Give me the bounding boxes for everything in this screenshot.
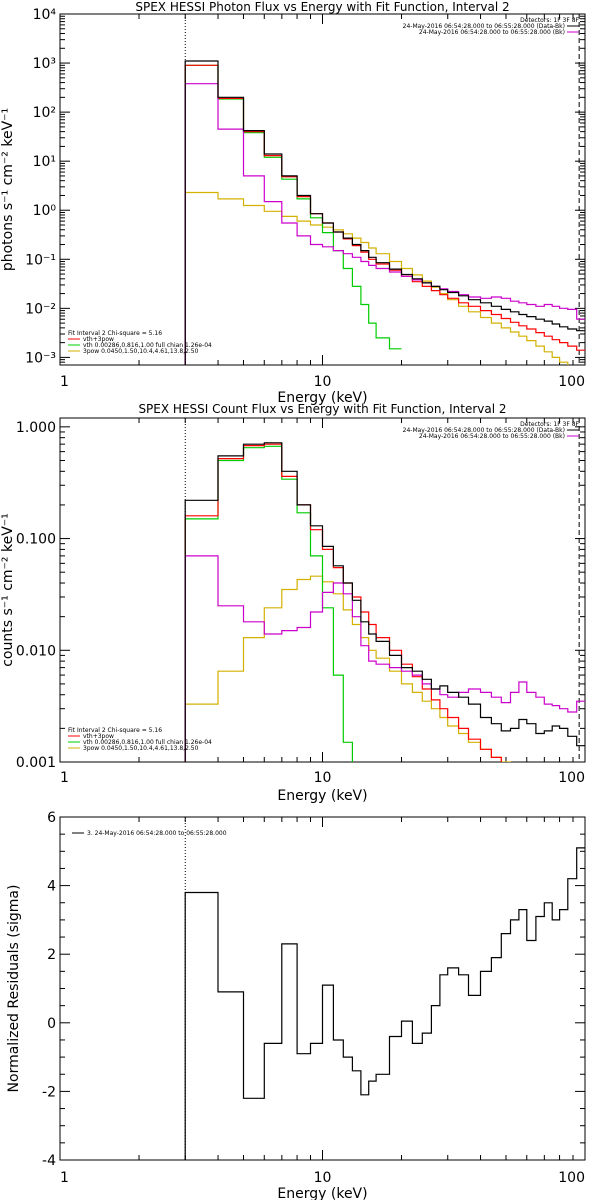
y-tick-label: 10⁻³: [25, 350, 56, 366]
y-tick-label: 10⁴: [33, 7, 57, 23]
x-axis-label: Energy (keV): [277, 1186, 367, 1200]
y-tick-marks: [60, 13, 585, 366]
plot-frame: [59, 13, 586, 366]
y-tick-marks: [60, 816, 585, 1161]
x-tick-label: 1: [60, 1170, 69, 1186]
x-tick-marks: [59, 418, 586, 762]
y-tick-label: 6: [47, 810, 56, 826]
legend-bottom-left: Fit Interval 2 Chi-square = 5.16vth+3pow…: [68, 330, 212, 355]
y-tick-label: 0: [47, 1016, 56, 1032]
legend-top-entry: 24-May-2016 06:54:28.000 to 06:55:28.000…: [419, 433, 565, 440]
y-tick-label: 10³: [33, 56, 56, 72]
y-tick-label: 0.010: [16, 643, 56, 659]
y-tick-label: -2: [42, 1084, 56, 1100]
x-tick-label: 1: [60, 374, 69, 390]
y-tick-label: 1.000: [16, 420, 56, 436]
chart-title: SPEX HESSI Photon Flux vs Energy with Fi…: [135, 0, 509, 14]
x-tick-label: 10: [314, 770, 332, 786]
series-0-line: [184, 60, 585, 365]
series-2-line: [184, 443, 502, 762]
chart-title: SPEX HESSI Count Flux vs Energy with Fit…: [138, 402, 506, 416]
x-tick-marks: [59, 817, 586, 1160]
y-tick-label: 4: [47, 879, 56, 895]
y-tick-marks: [60, 426, 585, 763]
x-tick-label: 1: [60, 770, 69, 786]
y-axis-label: Normalized Residuals (sigma): [6, 885, 22, 1093]
x-tick-label: 100: [558, 1170, 585, 1186]
chart-panel-2: 1 10 100 0.001 0.010 0.100 1.000 SPEX HESSI Cou…: [0, 402, 586, 804]
legend-bottom-entry: vth 0.00286,0.816,1.00 full chian 1.26e-…: [83, 739, 212, 746]
y-axis-label: counts s⁻¹ cm⁻² keV⁻¹: [0, 513, 16, 667]
legend-bottom-entry: 3pow 0.0450,1.50,10.4,4.61,13.8,2.50: [83, 348, 199, 355]
y-tick-label: 10⁻²: [25, 301, 56, 317]
y-tick-label: 10²: [33, 105, 56, 121]
y-tick-label: 2: [47, 947, 56, 963]
series-4-line: [184, 575, 512, 762]
y-tick-label: 0.001: [16, 755, 56, 771]
legend-bottom-entry: vth+3pow: [83, 733, 114, 740]
chart-panel-3: 1 10 100 -4 -2 0 2 4 6 Energy (keV) Normalized Res…: [6, 810, 586, 1200]
x-tick-label: 10: [314, 1170, 332, 1186]
series-4-line: [184, 191, 569, 365]
legend-bottom-entry: Fit Interval 2 Chi-square = 5.16: [68, 727, 162, 734]
series-2-line: [184, 64, 585, 365]
chart-panel-1: 1 10 100 10⁻³ 10⁻² 10⁻¹ 10⁰ 10¹ 10² 10³ 10⁴ SPEX HE…: [0, 0, 586, 406]
legend-top-left: 3. 24-May-2016 06:54:28.000 to 06:55:28.…: [72, 830, 227, 837]
legend-top-entry: 24-May-2016 06:54:28.000 to 06:55:28.000…: [403, 23, 565, 30]
series-0-line: [184, 847, 585, 1160]
series-1-line: [184, 555, 585, 762]
series-0-line: [184, 442, 585, 762]
x-tick-label: 100: [558, 374, 585, 390]
y-axis-label: photons s⁻¹ cm⁻² keV⁻¹: [0, 108, 16, 271]
legend-top-entry: 24-May-2016 06:54:28.000 to 06:55:28.000…: [403, 427, 565, 434]
legend-entry: 3. 24-May-2016 06:54:28.000 to 06:55:28.…: [87, 830, 227, 837]
y-tick-label: 10¹: [33, 154, 56, 170]
x-tick-marks: [59, 14, 586, 365]
legend-top-entry: 24-May-2016 06:54:28.000 to 06:55:28.000…: [419, 29, 565, 36]
x-tick-label: 10: [314, 374, 332, 390]
legend-top-entry: Detectors: 1F 3F 8F: [520, 17, 579, 24]
x-axis-label: Energy (keV): [277, 390, 367, 406]
y-tick-label: 10⁰: [33, 203, 57, 219]
y-tick-label: -4: [42, 1153, 56, 1169]
y-tick-label: 10⁻¹: [25, 252, 56, 268]
series-3-line: [184, 445, 353, 762]
x-axis-label: Energy (keV): [277, 788, 367, 804]
legend-bottom-entry: vth+3pow: [83, 336, 114, 343]
series-1-line: [184, 83, 585, 365]
legend-bottom-entry: vth 0.00286,0.816,1.00 full chian 1.26e-…: [83, 342, 212, 349]
legend-bottom-left: Fit Interval 2 Chi-square = 5.16vth+3pow…: [68, 727, 212, 752]
legend-top-entry: Detectors: 1F 3F 8F: [520, 421, 579, 428]
legend-bottom-entry: Fit Interval 2 Chi-square = 5.16: [68, 330, 162, 337]
legend-bottom-entry: 3pow 0.0450,1.50,10.4,4.61,13.8,2.50: [83, 745, 199, 752]
x-tick-label: 100: [558, 770, 585, 786]
y-tick-label: 0.100: [16, 532, 56, 548]
